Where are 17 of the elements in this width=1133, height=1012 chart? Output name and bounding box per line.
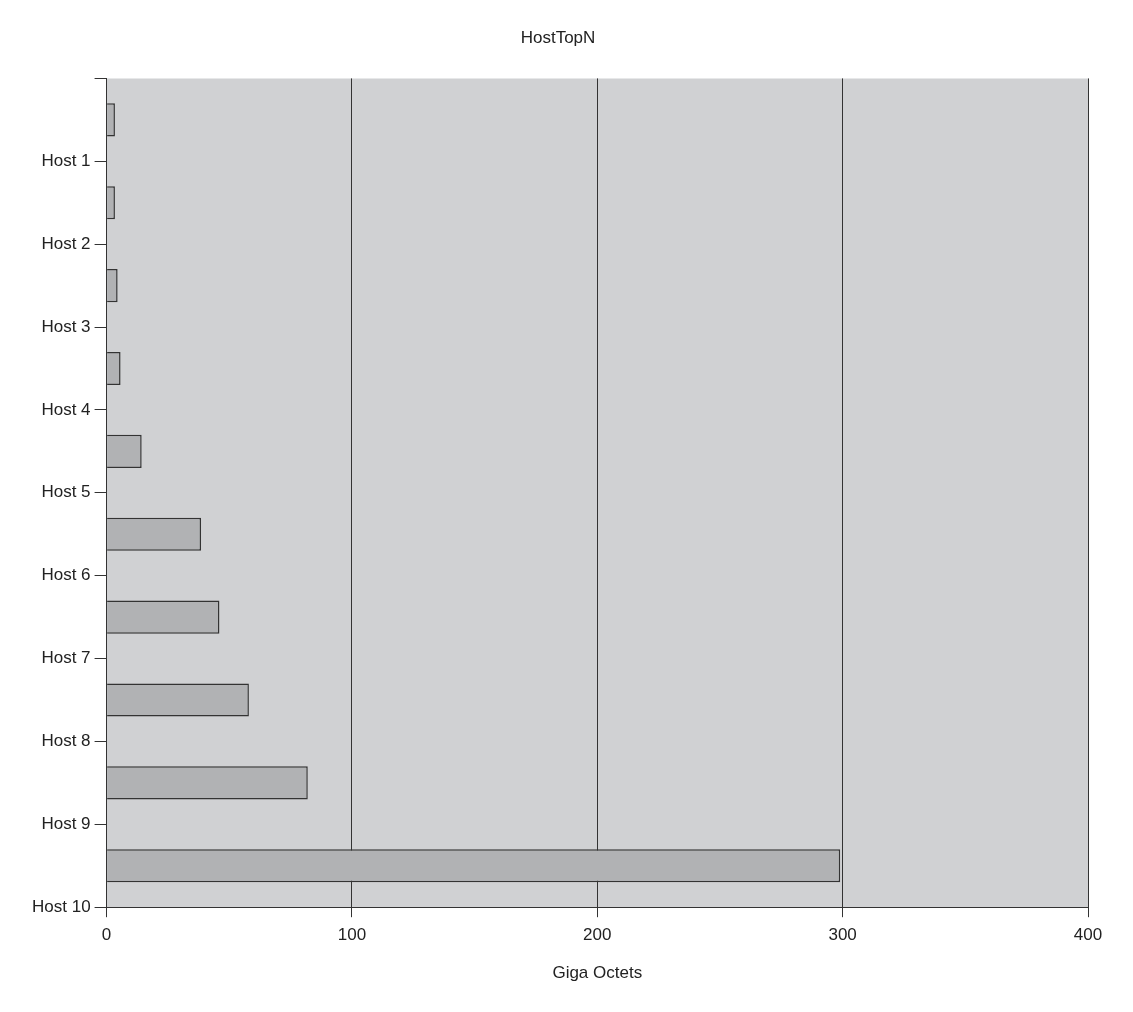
y-tick-label: Host 9 (41, 814, 91, 834)
y-tick-label: Host 2 (41, 233, 91, 253)
y-tick-label: Host 3 (41, 316, 91, 336)
x-tick-label: 400 (1073, 925, 1103, 945)
chart-title: HostTopN (520, 27, 596, 47)
x-tick-label: 0 (101, 925, 112, 945)
y-tick-label: Host 5 (41, 482, 91, 502)
x-tick-label: 200 (583, 925, 612, 945)
x-axis-title: Giga Octets (552, 963, 643, 983)
y-tick-label: Host 4 (41, 399, 91, 419)
y-tick-label: Host 8 (41, 731, 91, 751)
x-tick-label: 100 (337, 925, 367, 945)
y-tick-label: Host 1 (41, 150, 91, 170)
y-tick-label: Host 10 (31, 896, 91, 916)
x-tick-label: 300 (828, 925, 857, 945)
y-tick-label: Host 7 (41, 648, 91, 668)
y-tick-label: Host 6 (41, 565, 91, 585)
